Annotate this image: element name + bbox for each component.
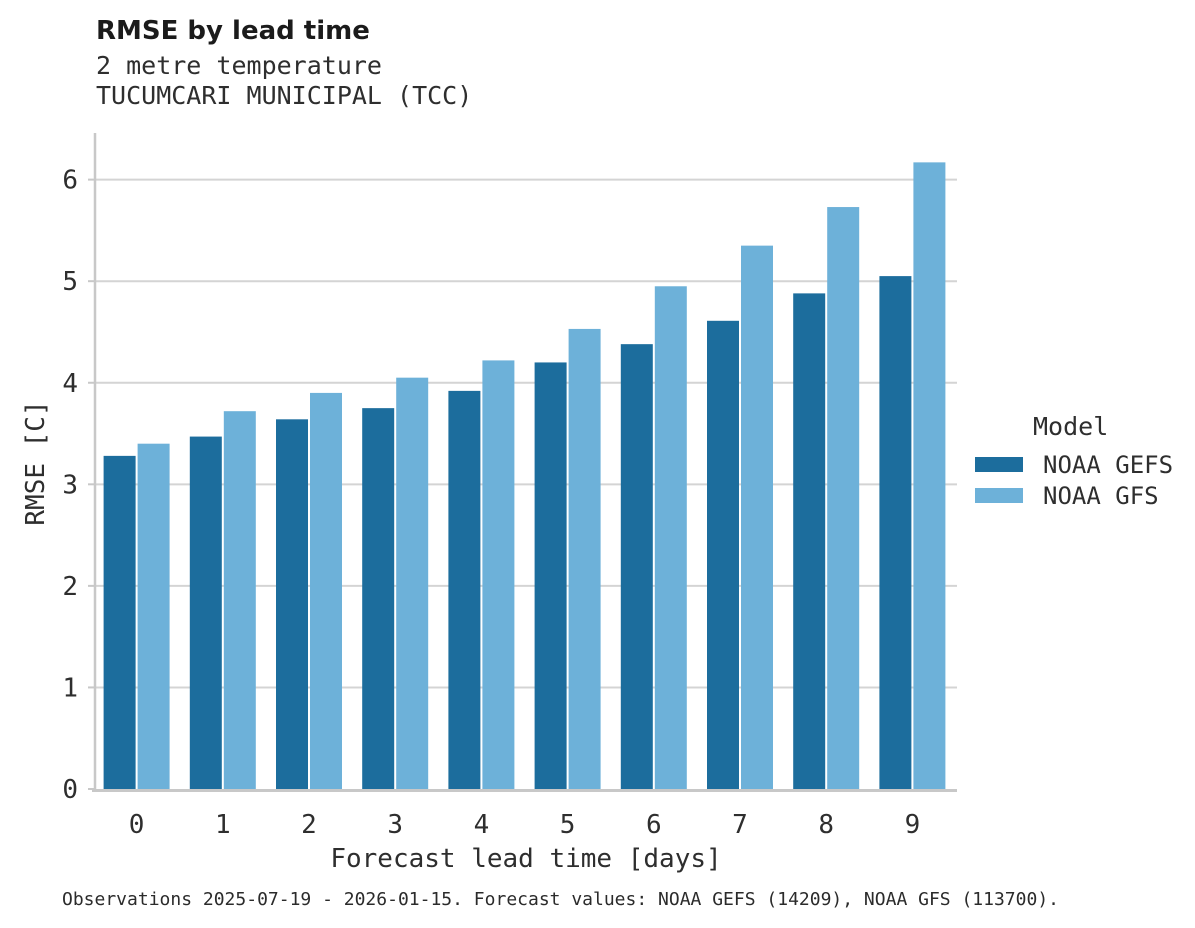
legend: Model NOAA GEFS NOAA GFS xyxy=(975,412,1173,511)
legend-title: Model xyxy=(1033,412,1109,441)
bar-noaa-gefs-lead-2[interactable] xyxy=(276,419,308,789)
bar-noaa-gfs-lead-8[interactable] xyxy=(827,207,860,789)
bar-noaa-gfs-lead-6[interactable] xyxy=(654,286,687,789)
x-tick-label-1: 1 xyxy=(215,810,231,840)
y-tick-label-2: 2 xyxy=(62,572,78,602)
bar-noaa-gfs-lead-0[interactable] xyxy=(137,443,170,789)
x-tick-label-2: 2 xyxy=(301,810,317,840)
y-tick-label-0: 0 xyxy=(62,775,78,805)
legend-label: NOAA GEFS xyxy=(1043,450,1174,479)
y-tick-label-4: 4 xyxy=(62,369,78,399)
y-tick-label-5: 5 xyxy=(62,267,78,297)
x-tick-label-7: 7 xyxy=(732,810,748,840)
x-tick-label-3: 3 xyxy=(387,810,403,840)
bar-noaa-gefs-lead-8[interactable] xyxy=(793,293,826,789)
bar-noaa-gefs-lead-4[interactable] xyxy=(448,390,481,789)
legend-swatch-icon xyxy=(975,457,1023,472)
bar-noaa-gfs-lead-5[interactable] xyxy=(568,328,601,789)
legend-label: NOAA GFS xyxy=(1043,481,1159,510)
y-axis-label: RMSE [C] xyxy=(21,400,51,526)
chart-subtitle-station: TUCUMCARI MUNICIPAL (TCC) xyxy=(96,81,473,110)
bar-noaa-gefs-lead-7[interactable] xyxy=(707,320,739,789)
bar-noaa-gefs-lead-5[interactable] xyxy=(534,362,567,789)
bar-noaa-gfs-lead-4[interactable] xyxy=(482,360,515,789)
bar-noaa-gfs-lead-2[interactable] xyxy=(310,392,342,789)
x-axis-label: Forecast lead time [days] xyxy=(330,844,722,874)
x-tick-label-6: 6 xyxy=(646,810,662,840)
bar-noaa-gefs-lead-6[interactable] xyxy=(620,344,653,789)
bar-noaa-gefs-lead-9[interactable] xyxy=(879,276,912,789)
bar-noaa-gefs-lead-3[interactable] xyxy=(362,408,395,789)
legend-entries: NOAA GEFS NOAA GFS xyxy=(975,449,1173,511)
x-tick-label-5: 5 xyxy=(560,810,576,840)
x-tick-label-0: 0 xyxy=(129,810,145,840)
legend-entry-noaa-gefs: NOAA GEFS xyxy=(975,449,1173,480)
x-tick-label-8: 8 xyxy=(818,810,834,840)
y-tick-label-1: 1 xyxy=(62,673,78,703)
chart-title: RMSE by lead time xyxy=(96,16,370,46)
chart-subtitle-variable: 2 metre temperature xyxy=(96,51,382,80)
bar-noaa-gfs-lead-7[interactable] xyxy=(741,245,773,789)
bar-noaa-gefs-lead-1[interactable] xyxy=(189,436,222,789)
y-tick-label-3: 3 xyxy=(62,470,78,500)
bar-noaa-gfs-lead-3[interactable] xyxy=(396,377,429,789)
footer-caption: Observations 2025-07-19 - 2026-01-15. Fo… xyxy=(62,889,1059,910)
y-tick-label-6: 6 xyxy=(62,166,78,196)
bar-noaa-gfs-lead-9[interactable] xyxy=(913,162,946,789)
bar-noaa-gefs-lead-0[interactable] xyxy=(103,455,136,789)
bar-noaa-gfs-lead-1[interactable] xyxy=(223,411,256,789)
legend-swatch-icon xyxy=(975,488,1023,503)
legend-entry-noaa-gfs: NOAA GFS xyxy=(975,480,1173,511)
x-tick-label-9: 9 xyxy=(905,810,921,840)
x-tick-label-4: 4 xyxy=(474,810,490,840)
